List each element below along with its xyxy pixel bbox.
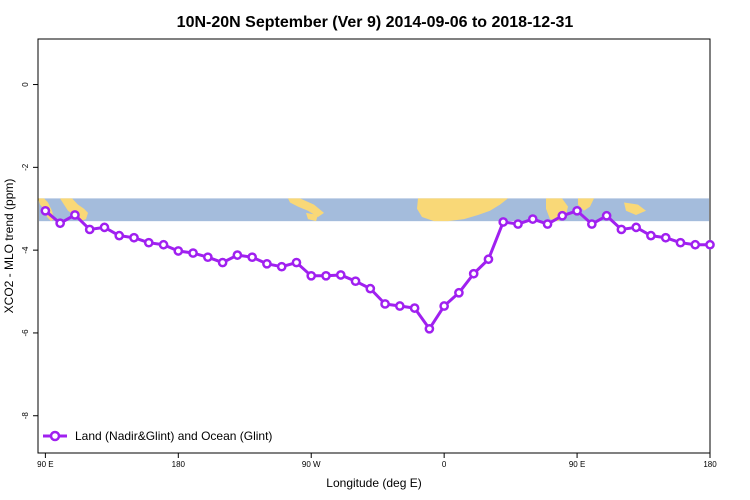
data-point	[335, 270, 346, 280]
data-point	[321, 270, 331, 281]
data-point	[40, 205, 51, 216]
data-point	[586, 219, 597, 229]
data-point	[158, 239, 169, 250]
data-point	[143, 237, 154, 248]
ocean-band	[39, 198, 709, 222]
y-tick-label-0: 0	[21, 82, 30, 87]
land-area-6	[578, 198, 594, 211]
data-point	[99, 222, 110, 233]
data-point	[276, 261, 287, 272]
x-tick-label-4: 90 E	[569, 460, 585, 469]
data-point	[409, 303, 420, 313]
chart-title: 10N-20N September (Ver 9) 2014-09-06 to …	[177, 14, 574, 31]
data-point	[232, 250, 243, 260]
legend-label: Land (Nadir&Glint) and Ocean (Glint)	[75, 429, 272, 443]
legend-marker	[49, 430, 61, 442]
data-point	[542, 219, 553, 229]
series-layer	[40, 205, 715, 334]
y-axis: 0 -2 -4 -6 -8	[21, 82, 38, 420]
data-point	[365, 283, 376, 294]
data-point	[527, 214, 538, 224]
data-point	[498, 217, 509, 227]
legend: Land (Nadir&Glint) and Ocean (Glint)	[43, 429, 272, 443]
data-point	[84, 224, 95, 235]
data-point	[247, 252, 258, 263]
x-axis: 90 E 180 90 W 0 90 E 180	[37, 453, 717, 469]
x-tick-label-3: 0	[442, 460, 447, 469]
data-point	[291, 257, 302, 268]
data-point	[572, 205, 582, 216]
data-point	[557, 210, 568, 221]
land-area-4	[417, 198, 508, 222]
data-point	[513, 219, 523, 229]
land-area-2	[288, 198, 324, 218]
land-area-1	[60, 198, 88, 222]
data-point	[188, 248, 198, 258]
x-axis-label: Longitude (deg E)	[326, 476, 421, 490]
y-axis-label: XCO2 - MLO trend (ppm)	[2, 179, 16, 314]
data-point	[202, 252, 213, 263]
data-point	[660, 232, 671, 243]
data-point	[350, 276, 361, 287]
data-point	[646, 230, 656, 241]
data-point	[70, 210, 80, 220]
data-point	[468, 268, 479, 279]
data-point	[129, 232, 139, 243]
land-area-3	[306, 212, 318, 222]
data-point	[380, 299, 390, 309]
x-tick-label-5: 180	[703, 460, 717, 469]
data-point	[631, 222, 642, 233]
data-point	[690, 239, 701, 250]
data-point	[173, 246, 184, 256]
x-tick-label-0: 90 E	[37, 460, 53, 469]
data-point	[454, 287, 464, 298]
map-band	[38, 198, 709, 222]
data-point	[601, 210, 612, 221]
data-point	[306, 270, 317, 281]
plot-frame	[37, 38, 711, 454]
x-tick-label-2: 90 W	[302, 460, 321, 469]
series-line-0	[44, 209, 710, 331]
data-point	[424, 323, 435, 334]
x-tick-label-1: 180	[172, 460, 186, 469]
data-point	[114, 230, 125, 241]
data-point	[217, 257, 228, 268]
y-tick-label-1: -2	[21, 163, 30, 171]
data-point	[394, 301, 405, 311]
data-point	[675, 237, 686, 248]
land-area-7	[624, 202, 646, 215]
data-point	[616, 224, 627, 235]
data-point	[55, 218, 66, 229]
y-tick-label-4: -8	[21, 412, 30, 420]
y-tick-label-2: -4	[21, 246, 30, 254]
data-point	[705, 239, 715, 250]
y-tick-label-3: -6	[21, 329, 30, 337]
data-point	[439, 301, 450, 311]
data-point	[483, 254, 494, 265]
data-point	[262, 258, 272, 269]
